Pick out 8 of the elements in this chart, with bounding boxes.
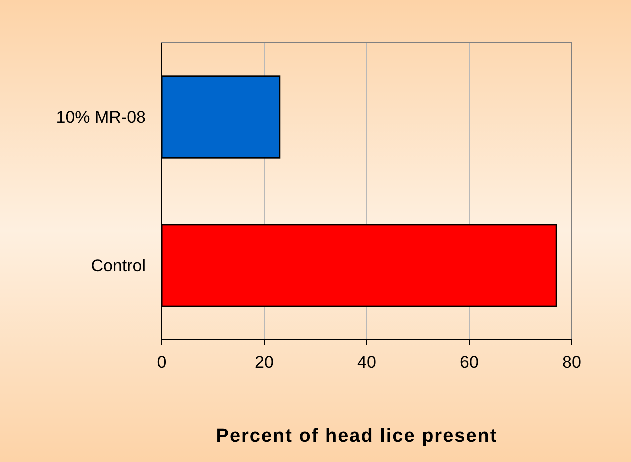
x-tick-label: 40 xyxy=(358,353,376,372)
y-tick-label: 10% MR-08 xyxy=(56,108,146,128)
x-tick-label: 0 xyxy=(157,353,167,372)
x-tick-label: 80 xyxy=(562,353,582,372)
x-axis-title: Percent of head lice present xyxy=(216,426,498,447)
y-tick-label: Control xyxy=(91,256,146,276)
x-tick-label: 20 xyxy=(255,353,274,372)
x-tick-label: 60 xyxy=(460,353,479,372)
